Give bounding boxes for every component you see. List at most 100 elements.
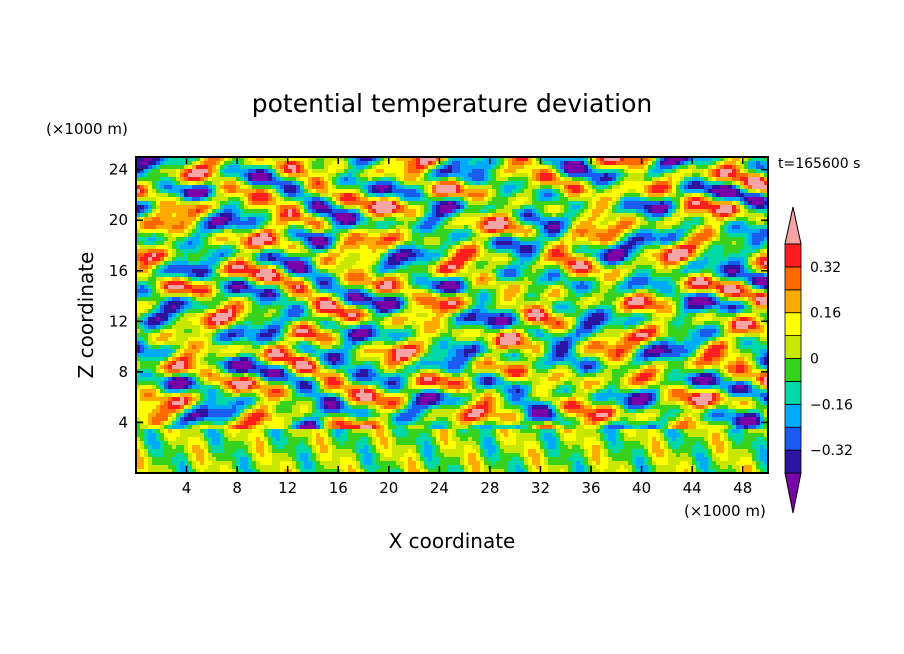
field-cell — [552, 189, 557, 194]
field-cell — [676, 201, 681, 206]
field-cell — [440, 169, 453, 174]
field-cell — [420, 157, 437, 162]
field-cell — [448, 201, 453, 206]
field-cell — [744, 181, 749, 186]
field-cell — [248, 245, 261, 250]
field-cell — [752, 377, 757, 382]
field-cell — [692, 233, 697, 238]
field-cell — [532, 201, 569, 206]
field-cell — [432, 281, 441, 286]
field-cell — [492, 213, 509, 218]
field-cell — [724, 217, 729, 222]
field-cell — [728, 305, 737, 310]
field-cell — [256, 229, 261, 234]
field-cell — [716, 217, 725, 222]
field-cell — [332, 241, 337, 246]
field-cell — [564, 253, 569, 258]
field-cell — [560, 241, 565, 246]
field-cell — [496, 317, 509, 322]
field-cell — [552, 277, 561, 282]
field-cell — [496, 277, 501, 282]
field-cell — [232, 381, 253, 386]
field-cell — [400, 373, 409, 378]
field-cell — [712, 169, 717, 174]
field-cell — [704, 273, 713, 278]
field-cell — [436, 265, 441, 270]
field-cell — [456, 189, 461, 194]
field-cell — [580, 373, 585, 378]
field-cell — [608, 353, 617, 358]
field-cell — [748, 189, 757, 194]
field-cell — [668, 193, 677, 198]
field-cell — [348, 165, 353, 170]
field-cell — [756, 205, 765, 210]
field-cell — [720, 293, 725, 298]
field-cell — [744, 197, 749, 202]
field-cell — [264, 241, 273, 246]
field-cell — [196, 373, 201, 378]
field-cell — [188, 165, 193, 170]
field-cell — [488, 305, 497, 310]
field-cell — [200, 333, 205, 338]
field-cell — [424, 329, 437, 334]
field-cell — [372, 365, 377, 370]
field-cell — [656, 301, 669, 306]
field-cell — [516, 185, 525, 190]
field-cell — [732, 169, 737, 174]
field-cell — [684, 237, 689, 242]
field-cell — [736, 309, 741, 314]
field-cell — [196, 233, 201, 238]
field-cell — [212, 173, 217, 178]
field-cell — [548, 241, 553, 246]
field-cell — [528, 197, 533, 202]
field-cell — [448, 377, 465, 382]
field-cell — [608, 241, 613, 246]
field-cell — [608, 261, 617, 266]
field-cell — [516, 321, 521, 326]
field-cell — [444, 273, 449, 278]
field-cell — [608, 357, 613, 362]
field-cell — [260, 349, 265, 354]
field-cell — [276, 337, 281, 342]
field-cell — [448, 361, 465, 366]
field-cell — [380, 261, 385, 266]
field-cell — [488, 173, 493, 178]
field-cell — [520, 321, 525, 326]
field-cell — [532, 333, 537, 338]
field-cell — [180, 369, 189, 374]
field-cell — [384, 161, 405, 166]
field-cell — [520, 309, 525, 314]
field-cell — [560, 273, 565, 278]
field-cell — [300, 321, 309, 326]
field-cell — [668, 253, 689, 258]
field-cell — [496, 157, 501, 162]
field-cell — [764, 321, 768, 326]
field-cell — [292, 321, 297, 326]
field-cell — [424, 221, 437, 226]
field-cell — [168, 365, 173, 370]
field-cell — [700, 225, 705, 230]
field-cell — [536, 317, 541, 322]
field-cell — [732, 241, 737, 246]
field-cell — [440, 217, 445, 222]
field-cell — [140, 329, 145, 334]
field-cell — [420, 193, 425, 198]
field-cell — [416, 213, 421, 218]
field-cell — [636, 189, 645, 194]
field-cell — [532, 321, 545, 326]
field-cell — [652, 209, 665, 214]
field-cell — [604, 361, 609, 366]
field-cell — [224, 285, 229, 290]
field-cell — [296, 349, 301, 354]
field-cell — [608, 365, 621, 370]
field-cell — [496, 373, 501, 378]
field-cell — [264, 217, 269, 222]
field-cell — [244, 265, 249, 270]
field-cell — [688, 249, 693, 254]
field-cell — [660, 177, 669, 182]
field-cell — [208, 169, 213, 174]
field-cell — [648, 217, 661, 222]
field-cell — [524, 189, 533, 194]
field-cell — [220, 365, 225, 370]
field-cell — [556, 169, 561, 174]
